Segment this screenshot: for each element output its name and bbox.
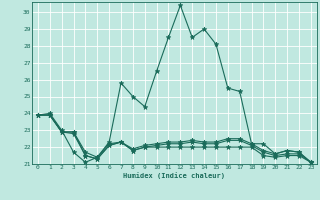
X-axis label: Humidex (Indice chaleur): Humidex (Indice chaleur) (124, 172, 225, 179)
